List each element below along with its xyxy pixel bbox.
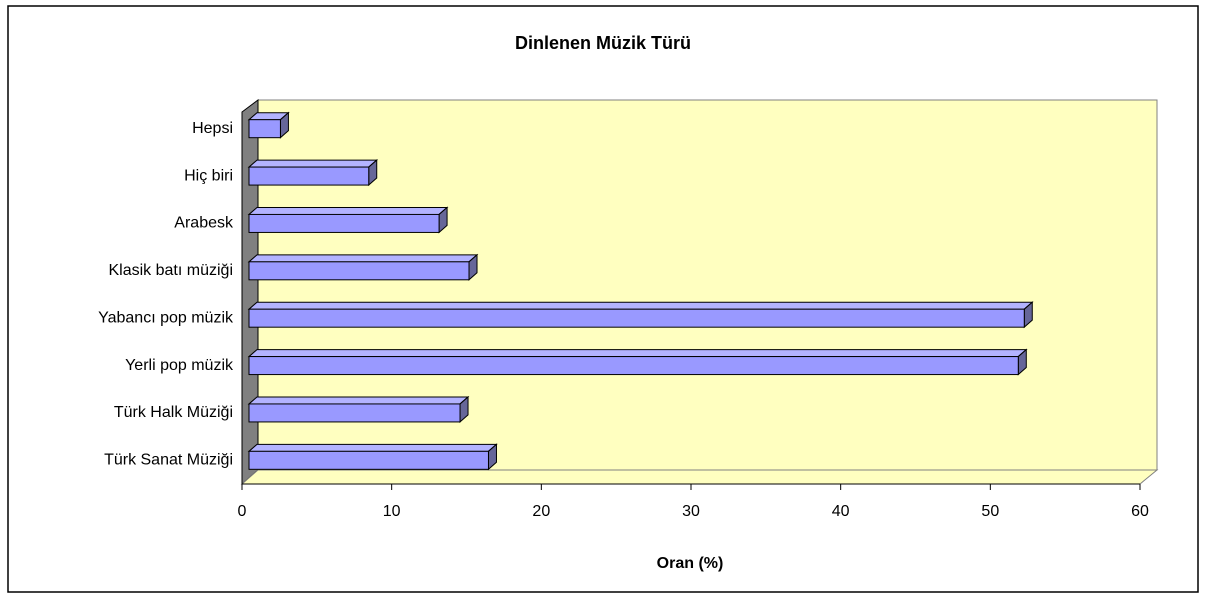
- y-tick-label: Yabancı pop müzik: [98, 309, 234, 326]
- x-tick-label: 0: [238, 503, 247, 520]
- x-tick-label: 20: [532, 503, 550, 520]
- y-tick-label: Türk Halk Müziği: [114, 404, 233, 421]
- bar-top: [247, 396, 470, 405]
- bar-top: [247, 349, 1028, 358]
- x-tick-label: 30: [682, 503, 700, 520]
- bar: [248, 356, 1019, 376]
- bar-top: [247, 206, 449, 215]
- y-tick-label: Klasik batı müziği: [109, 262, 234, 279]
- bar: [248, 403, 461, 423]
- bar: [248, 213, 440, 233]
- bar-top: [247, 254, 479, 263]
- y-tick-label: Hiç biri: [184, 167, 233, 184]
- x-axis-title: Oran (%): [657, 555, 724, 572]
- bar: [248, 450, 489, 470]
- bar: [248, 308, 1025, 328]
- x-tick-label: 60: [1131, 503, 1149, 520]
- bar-top: [247, 443, 498, 452]
- chart-title: Dinlenen Müzik Türü: [515, 33, 691, 53]
- bar: [248, 119, 281, 139]
- x-tick-label: 50: [981, 503, 999, 520]
- bar-top: [247, 301, 1034, 310]
- bar: [248, 166, 370, 186]
- y-tick-label: Yerli pop müzik: [125, 357, 234, 374]
- bar-top: [247, 159, 379, 168]
- y-tick-label: Türk Sanat Müziği: [104, 452, 233, 469]
- floor: [240, 469, 1159, 485]
- bar: [248, 261, 470, 281]
- x-tick-label: 10: [383, 503, 401, 520]
- x-tick-label: 40: [832, 503, 850, 520]
- y-tick-label: Arabesk: [174, 215, 234, 232]
- y-tick-label: Hepsi: [192, 120, 233, 137]
- side-wall: [241, 99, 259, 486]
